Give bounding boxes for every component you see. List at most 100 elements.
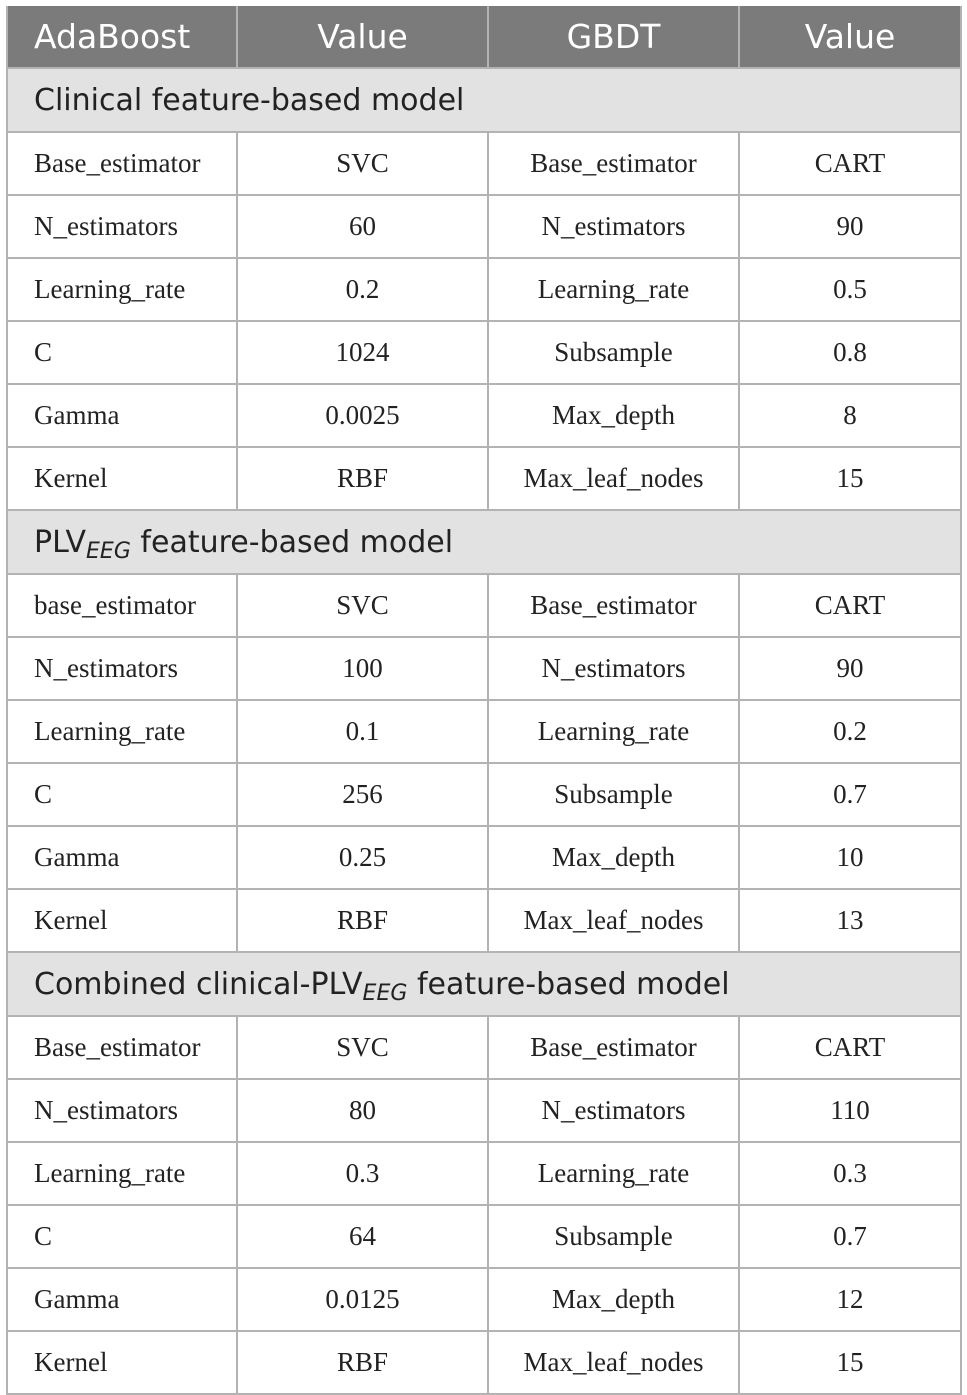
adaboost-param-cell: Gamma [6,383,238,448]
adaboost-param-cell: Gamma [6,1267,238,1332]
adaboost-value-cell: 64 [236,1204,489,1269]
gbdt-param-cell: N_estimators [487,194,740,259]
gbdt-value-cell: CART [738,131,962,196]
hyperparameter-table: AdaBoost Value GBDT Value Clinical featu… [6,6,962,1395]
gbdt-param-cell: Max_depth [487,1267,740,1332]
table-row: Learning_rate 0.3 Learning_rate 0.3 [6,1141,962,1206]
gbdt-value-cell: 15 [738,1330,962,1395]
table-row: C 256 Subsample 0.7 [6,762,962,827]
gbdt-param-cell: Base_estimator [487,131,740,196]
gbdt-value-cell: 15 [738,446,962,511]
table-body: Clinical feature-based model Base_estimat… [6,67,962,1395]
table-row: base_estimator SVC Base_estimator CART [6,573,962,638]
table-row: Gamma 0.0125 Max_depth 12 [6,1267,962,1332]
table-row: Kernel RBF Max_leaf_nodes 15 [6,1330,962,1395]
adaboost-param-cell: Kernel [6,1330,238,1395]
gbdt-param-cell: Max_leaf_nodes [487,1330,740,1395]
gbdt-value-cell: 12 [738,1267,962,1332]
table-row: Base_estimator SVC Base_estimator CART [6,131,962,196]
adaboost-value-cell: SVC [236,131,489,196]
table-row: Kernel RBF Max_leaf_nodes 13 [6,888,962,953]
section-title-suffix: feature-based model [407,966,730,1002]
section-title-main: Combined clinical-PLV [34,966,363,1002]
table-row: C 64 Subsample 0.7 [6,1204,962,1269]
table-row: N_estimators 100 N_estimators 90 [6,636,962,701]
adaboost-value-cell: 256 [236,762,489,827]
adaboost-param-cell: Learning_rate [6,257,238,322]
table-row: Gamma 0.25 Max_depth 10 [6,825,962,890]
header-row: AdaBoost Value GBDT Value [6,6,962,69]
section-title: PLVEEG feature-based model [6,509,962,575]
table-row: Kernel RBF Max_leaf_nodes 15 [6,446,962,511]
gbdt-value-cell: 8 [738,383,962,448]
section-row: PLVEEG feature-based model [6,509,962,575]
header-gbdt: GBDT [487,6,740,69]
gbdt-param-cell: Subsample [487,1204,740,1269]
section-title: Combined clinical-PLVEEG feature-based m… [6,951,962,1017]
gbdt-param-cell: Max_leaf_nodes [487,888,740,953]
gbdt-param-cell: Max_depth [487,825,740,890]
section-title-subscript: EEG [86,538,131,564]
table-row: C 1024 Subsample 0.8 [6,320,962,385]
gbdt-value-cell: 13 [738,888,962,953]
adaboost-value-cell: RBF [236,446,489,511]
gbdt-value-cell: 10 [738,825,962,890]
table-row: Base_estimator SVC Base_estimator CART [6,1015,962,1080]
table-row: N_estimators 60 N_estimators 90 [6,194,962,259]
gbdt-param-cell: Subsample [487,762,740,827]
adaboost-param-cell: Gamma [6,825,238,890]
header-adaboost: AdaBoost [6,6,238,69]
adaboost-param-cell: N_estimators [6,194,238,259]
gbdt-param-cell: Learning_rate [487,699,740,764]
adaboost-param-cell: C [6,1204,238,1269]
gbdt-value-cell: 0.5 [738,257,962,322]
table-header: AdaBoost Value GBDT Value [6,6,962,69]
section-row: Combined clinical-PLVEEG feature-based m… [6,951,962,1017]
gbdt-param-cell: N_estimators [487,636,740,701]
adaboost-value-cell: 0.0125 [236,1267,489,1332]
adaboost-param-cell: Learning_rate [6,1141,238,1206]
gbdt-param-cell: Max_leaf_nodes [487,446,740,511]
adaboost-value-cell: 0.3 [236,1141,489,1206]
gbdt-value-cell: 90 [738,194,962,259]
section-title-suffix: feature-based model [130,524,454,560]
section-title: Clinical feature-based model [6,67,962,133]
adaboost-value-cell: 100 [236,636,489,701]
gbdt-param-cell: Base_estimator [487,1015,740,1080]
header-adaboost-value: Value [236,6,489,69]
adaboost-value-cell: RBF [236,1330,489,1395]
gbdt-param-cell: N_estimators [487,1078,740,1143]
adaboost-param-cell: base_estimator [6,573,238,638]
gbdt-value-cell: 0.2 [738,699,962,764]
adaboost-value-cell: RBF [236,888,489,953]
table-row: Learning_rate 0.2 Learning_rate 0.5 [6,257,962,322]
header-gbdt-value: Value [738,6,962,69]
table-row: N_estimators 80 N_estimators 110 [6,1078,962,1143]
adaboost-value-cell: 60 [236,194,489,259]
adaboost-value-cell: 1024 [236,320,489,385]
table-row: Gamma 0.0025 Max_depth 8 [6,383,962,448]
gbdt-value-cell: 0.3 [738,1141,962,1206]
adaboost-param-cell: Kernel [6,446,238,511]
section-row: Clinical feature-based model [6,67,962,133]
gbdt-value-cell: 110 [738,1078,962,1143]
adaboost-value-cell: 0.1 [236,699,489,764]
gbdt-value-cell: CART [738,573,962,638]
gbdt-value-cell: 90 [738,636,962,701]
gbdt-value-cell: 0.7 [738,1204,962,1269]
adaboost-param-cell: N_estimators [6,1078,238,1143]
adaboost-value-cell: 0.25 [236,825,489,890]
gbdt-value-cell: 0.8 [738,320,962,385]
gbdt-param-cell: Subsample [487,320,740,385]
section-title-main: PLV [34,524,87,560]
gbdt-value-cell: CART [738,1015,962,1080]
adaboost-value-cell: SVC [236,1015,489,1080]
adaboost-param-cell: Base_estimator [6,1015,238,1080]
gbdt-param-cell: Max_depth [487,383,740,448]
gbdt-param-cell: Base_estimator [487,573,740,638]
adaboost-value-cell: SVC [236,573,489,638]
gbdt-param-cell: Learning_rate [487,257,740,322]
section-title-subscript: EEG [362,980,408,1006]
adaboost-param-cell: Kernel [6,888,238,953]
adaboost-param-cell: N_estimators [6,636,238,701]
